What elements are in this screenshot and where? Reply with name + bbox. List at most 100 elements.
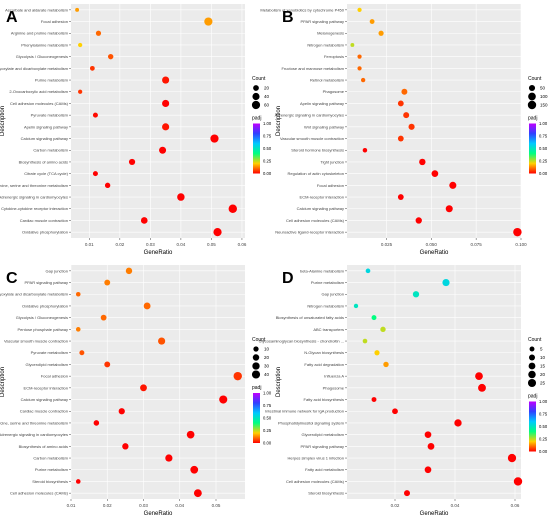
category-label: Purine metabolism bbox=[311, 280, 345, 285]
plot-background bbox=[71, 265, 245, 499]
category-label: Cell adhesion molecules (CAMs) bbox=[286, 479, 345, 484]
data-point bbox=[507, 453, 517, 463]
data-point bbox=[415, 217, 422, 224]
count-legend-label: 40 bbox=[264, 94, 270, 99]
data-point bbox=[95, 30, 102, 36]
count-legend-label: 10 bbox=[264, 347, 270, 352]
data-point bbox=[93, 420, 100, 426]
count-legend-label: 60 bbox=[264, 103, 270, 108]
x-tick-label: 0.06 bbox=[511, 503, 520, 508]
category-label: Calcium signaling pathway bbox=[297, 206, 344, 211]
padj-legend-title: padj bbox=[528, 394, 537, 400]
data-point bbox=[92, 171, 98, 177]
data-point bbox=[397, 194, 404, 200]
count-legend-dot bbox=[252, 92, 260, 101]
panel-letter: A bbox=[6, 9, 18, 26]
data-point bbox=[159, 146, 167, 154]
category-label: Pyruvate metabolism bbox=[31, 350, 69, 355]
data-point bbox=[408, 123, 415, 130]
category-label: Fatty acid metabolism bbox=[305, 467, 345, 472]
data-point bbox=[186, 430, 195, 439]
category-label: Cell adhesion molecules (CAMs) bbox=[286, 218, 345, 223]
data-point bbox=[213, 228, 222, 237]
padj-legend-label: 0.25 bbox=[539, 437, 548, 442]
y-axis-title: Description bbox=[0, 367, 6, 397]
data-point bbox=[125, 267, 133, 275]
plot-background bbox=[347, 265, 521, 499]
panel-d: D 0.02 0.04 0.06 beta-Alanine metabolism Puri… bbox=[259, 265, 548, 517]
padj-colorbar bbox=[253, 123, 260, 174]
category-label: Cell adhesion molecules (CAMs) bbox=[10, 101, 69, 106]
data-point bbox=[162, 99, 170, 108]
x-tick-label: 0.02 bbox=[115, 242, 124, 247]
category-label: Steroid hormone biosynthesis bbox=[291, 148, 344, 153]
data-point bbox=[427, 442, 435, 450]
category-label: Phosphatidylinositol signaling system bbox=[278, 420, 345, 425]
category-label: Apelin signaling pathway bbox=[300, 101, 344, 106]
category-label: ECM-receptor interaction bbox=[300, 194, 344, 199]
data-point bbox=[100, 314, 107, 321]
padj-colorbar bbox=[529, 123, 536, 174]
data-point bbox=[190, 465, 199, 474]
padj-legend-label: 0.75 bbox=[539, 134, 548, 139]
data-point bbox=[419, 158, 426, 166]
count-legend-label: 20 bbox=[264, 86, 270, 91]
category-label: Phagosome bbox=[323, 89, 345, 94]
category-label: Gap junction bbox=[46, 268, 68, 273]
category-label: beta-Alanine metabolism bbox=[300, 268, 345, 273]
count-legend-title: Count bbox=[252, 337, 266, 343]
x-tick-label: 0.04 bbox=[175, 503, 184, 508]
data-point bbox=[475, 372, 483, 381]
category-label: Pentose phosphate pathway bbox=[18, 327, 68, 332]
category-label: Metabolism of xenobiotics by cytochrome … bbox=[260, 7, 344, 12]
category-label: Regulation of actin cytoskeleton bbox=[288, 171, 344, 176]
padj-legend-label: 0.00 bbox=[263, 441, 272, 446]
count-legend-dot bbox=[528, 92, 536, 101]
x-tick-label: 0.03 bbox=[146, 242, 155, 247]
count-legend-label: 15 bbox=[540, 364, 546, 369]
padj-colorbar bbox=[253, 393, 260, 443]
category-label: Retinol metabolism bbox=[310, 77, 345, 82]
data-point bbox=[89, 65, 95, 71]
data-point bbox=[350, 43, 355, 47]
category-label: Glycerolipid metabolism bbox=[26, 362, 69, 367]
data-point bbox=[75, 291, 81, 297]
category-label: Fructose and mannose metabolism bbox=[282, 66, 345, 71]
count-legend-title: Count bbox=[528, 76, 542, 82]
category-label: Phenylalanine metabolism bbox=[21, 42, 68, 47]
data-point bbox=[478, 383, 486, 392]
category-label: PPAR signaling pathway bbox=[24, 280, 68, 285]
padj-colorbar bbox=[529, 401, 536, 452]
data-point bbox=[79, 350, 85, 356]
category-label: Steroid biosynthesis bbox=[308, 491, 344, 496]
data-point bbox=[404, 490, 410, 497]
count-legend-label: 150 bbox=[540, 103, 548, 108]
data-point bbox=[454, 419, 462, 427]
count-legend-label: 5 bbox=[540, 347, 543, 352]
category-label: Fatty acid degradation bbox=[304, 362, 344, 367]
data-point bbox=[374, 350, 380, 356]
category-label: Cell adhesion molecules (CAMs) bbox=[10, 491, 69, 496]
padj-legend-label: 0.00 bbox=[539, 171, 548, 176]
padj-legend-label: 0.25 bbox=[539, 159, 548, 164]
category-label: Influenza A bbox=[324, 374, 344, 379]
data-point bbox=[383, 361, 389, 368]
data-point bbox=[412, 291, 420, 298]
category-label: Cardiac muscle contraction bbox=[20, 218, 68, 223]
data-point bbox=[371, 397, 377, 403]
padj-legend-label: 0.25 bbox=[263, 159, 272, 164]
data-point bbox=[380, 326, 386, 333]
x-tick-label: 0.01 bbox=[85, 242, 94, 247]
padj-legend-label: 0.00 bbox=[263, 171, 272, 176]
data-point bbox=[210, 134, 219, 143]
data-point bbox=[357, 54, 362, 59]
padj-legend-label: 1.00 bbox=[539, 121, 548, 126]
count-legend-label: 20 bbox=[540, 372, 546, 377]
category-label: Phagosome bbox=[323, 385, 345, 390]
data-point bbox=[397, 100, 404, 107]
category-label: Carbon metabolism bbox=[33, 148, 68, 153]
data-point bbox=[228, 204, 237, 213]
count-legend-dot bbox=[253, 85, 259, 91]
count-legend-dot bbox=[528, 84, 536, 92]
count-legend-title: Count bbox=[252, 76, 266, 82]
